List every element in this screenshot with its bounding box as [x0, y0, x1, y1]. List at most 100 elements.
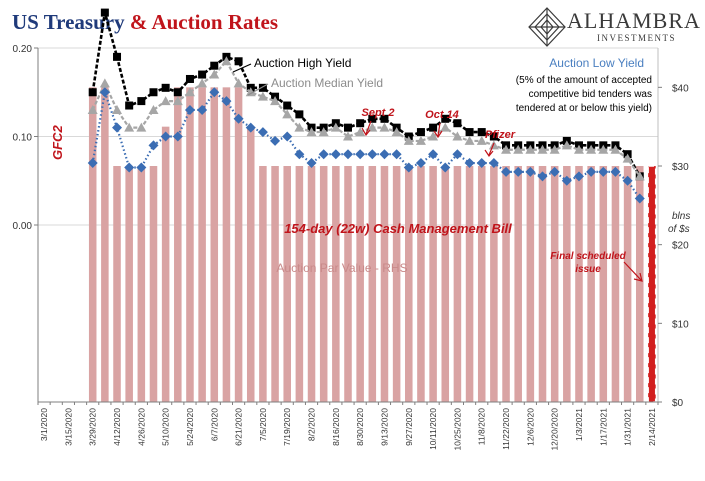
par-value-bar	[271, 166, 279, 402]
high-yield-point	[416, 128, 425, 137]
low-yield-point	[184, 104, 195, 115]
par-value-bar	[283, 166, 291, 402]
high-yield-point	[161, 83, 170, 92]
par-value-bar	[526, 166, 535, 402]
median-yield-point	[428, 131, 439, 141]
x-tick-label: 6/21/2020	[234, 408, 244, 446]
low-yield-point	[549, 166, 560, 177]
par-value-bar	[344, 166, 352, 402]
par-value-bar	[88, 87, 97, 402]
final-issue-line-2: issue	[575, 264, 601, 275]
par-value-bar	[137, 166, 146, 402]
low-yield-point	[428, 149, 439, 160]
x-tick-label: 1/17/2021	[598, 408, 608, 446]
par-value-bar	[514, 166, 522, 402]
median-yield-point	[537, 144, 548, 154]
par-value-bar	[380, 166, 389, 402]
x-tick-label: 2/14/2021	[647, 408, 657, 446]
x-tick-label: 7/19/2020	[282, 408, 292, 446]
par-value-bar	[295, 166, 304, 402]
right-axis-label-1: blns	[672, 211, 690, 222]
par-value-bar	[149, 166, 158, 402]
median-yield-point	[221, 56, 232, 66]
sept2-arrow	[361, 120, 372, 137]
high-yield-point	[380, 114, 389, 123]
median-yield-point	[586, 144, 597, 154]
median-yield-point	[464, 135, 475, 145]
low-yield-note-2: competitive bid tenders was	[529, 89, 652, 100]
median-yield-point	[233, 78, 244, 88]
x-tick-label: 6/7/2020	[209, 408, 219, 441]
x-tick-label: 9/27/2020	[404, 408, 414, 446]
high-yield-point	[295, 110, 304, 119]
high-yield-point	[125, 101, 134, 110]
y-right-tick-label: $30	[672, 162, 689, 173]
x-tick-label: 10/11/2020	[428, 408, 438, 450]
oct14-arrow	[433, 122, 443, 139]
median-yield-point	[525, 144, 536, 154]
par-value-bar	[635, 166, 644, 402]
median-yield-point	[112, 104, 123, 114]
median-yield-point	[87, 104, 98, 114]
median-yield-point	[403, 135, 414, 145]
low-yield-point	[598, 166, 609, 177]
x-tick-label: 5/10/2020	[161, 408, 171, 446]
low-yield-point	[172, 131, 183, 142]
low-yield-point	[367, 149, 378, 160]
x-tick-label: 3/29/2020	[88, 408, 98, 446]
low-yield-point	[391, 149, 402, 160]
median-yield-point	[622, 153, 633, 163]
low-yield-point	[634, 193, 645, 204]
low-yield-point	[561, 175, 572, 186]
high-yield-point	[149, 88, 158, 97]
par-value-label: Auction Par Value - RHS	[276, 261, 407, 275]
median-yield-line	[91, 59, 641, 177]
pfizer-arrow	[484, 142, 495, 158]
par-value-bar	[623, 166, 632, 402]
low-yield-point	[415, 158, 426, 169]
median-yield-point	[330, 122, 341, 132]
median-yield-point	[197, 78, 208, 88]
low-yield-point	[452, 149, 463, 160]
high-yield-point	[234, 57, 243, 66]
x-tick-label: 11/8/2020	[477, 408, 487, 445]
low-yield-point	[318, 149, 329, 160]
high-yield-point	[137, 97, 146, 106]
low-yield-point	[330, 149, 341, 160]
pfizer-annotation: Pfizer	[485, 129, 516, 141]
logo-subtitle: INVESTMENTS	[597, 33, 676, 43]
median-yield-point	[294, 122, 305, 132]
par-value-bar	[259, 166, 267, 402]
sept2-annotation: Sept 2	[361, 107, 394, 119]
par-value-bar	[538, 166, 547, 402]
low-yield-point	[573, 171, 584, 182]
x-tick-label: 12/20/2020	[550, 408, 560, 451]
low-yield-point	[233, 113, 244, 124]
low-yield-point	[270, 135, 281, 146]
par-value-bar	[563, 166, 571, 402]
median-yield-point	[573, 144, 584, 154]
low-yield-point	[464, 158, 475, 169]
final-issue-line-1: Final scheduled	[550, 251, 626, 262]
x-tick-label: 9/13/2020	[379, 408, 389, 446]
title-part-2: & Auction Rates	[129, 10, 279, 34]
low-yield-point	[537, 171, 548, 182]
y-right-tick-label: $10	[672, 319, 689, 330]
x-tick-label: 12/6/2020	[525, 408, 535, 446]
par-value-bar	[405, 166, 413, 402]
low-yield-point	[476, 158, 487, 169]
legend-median-pointer	[247, 83, 269, 96]
low-yield-point	[513, 166, 524, 177]
par-value-bar	[198, 87, 206, 402]
par-value-bar	[101, 87, 109, 402]
y-right-tick-label: $20	[672, 241, 689, 252]
x-tick-label: 8/16/2020	[331, 408, 341, 446]
low-yield-point	[124, 162, 135, 173]
median-yield-point	[184, 87, 195, 97]
median-yield-point	[367, 122, 378, 132]
low-yield-line	[91, 90, 641, 200]
par-value-bar	[161, 126, 170, 403]
par-value-bar	[113, 166, 121, 402]
low-yield-point	[160, 131, 171, 142]
